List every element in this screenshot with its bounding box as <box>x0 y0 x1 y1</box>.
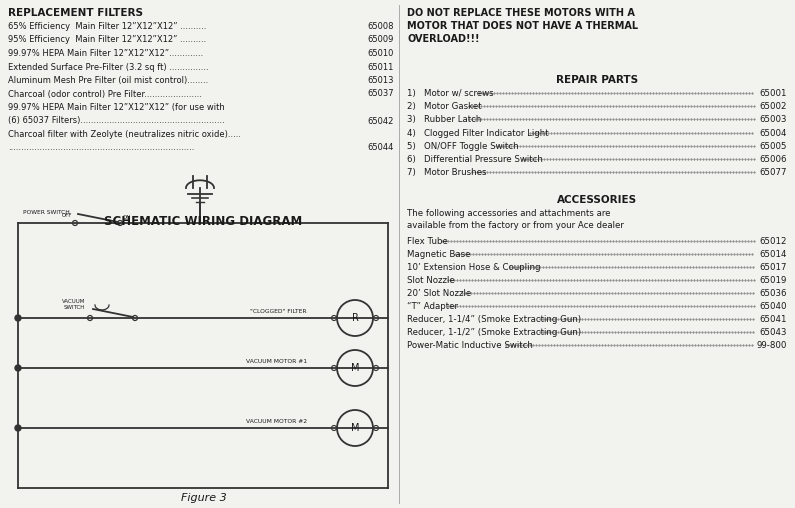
Text: 65017: 65017 <box>759 264 787 272</box>
Circle shape <box>15 365 21 371</box>
Text: 65037: 65037 <box>367 89 394 99</box>
Text: 65040: 65040 <box>759 302 787 311</box>
Text: 7)   Motor Brushes: 7) Motor Brushes <box>407 168 487 177</box>
Text: 65041: 65041 <box>759 315 787 325</box>
Text: M: M <box>351 363 359 373</box>
Circle shape <box>15 425 21 431</box>
Text: VACUUM MOTOR #1: VACUUM MOTOR #1 <box>246 359 307 364</box>
Text: 95% Efficiency  Main Filter 12”X12”X12” ..........: 95% Efficiency Main Filter 12”X12”X12” .… <box>8 36 206 45</box>
Text: 5)   ON/OFF Toggle Switch: 5) ON/OFF Toggle Switch <box>407 142 518 151</box>
Text: ON: ON <box>123 215 131 220</box>
Text: 65011: 65011 <box>368 62 394 72</box>
Text: “T” Adapter: “T” Adapter <box>407 302 458 311</box>
Text: "CLOGGED" FILTER: "CLOGGED" FILTER <box>250 309 307 314</box>
Text: Extended Surface Pre-Filter (3.2 sq ft) ...............: Extended Surface Pre-Filter (3.2 sq ft) … <box>8 62 208 72</box>
Text: M: M <box>351 423 359 433</box>
Text: Figure 3: Figure 3 <box>180 493 227 503</box>
Text: 6)   Differential Pressure Switch: 6) Differential Pressure Switch <box>407 155 543 164</box>
Text: 65077: 65077 <box>759 168 787 177</box>
Text: Slot Nozzle: Slot Nozzle <box>407 276 455 285</box>
Text: Power-Matic Inductive Switch: Power-Matic Inductive Switch <box>407 341 533 351</box>
Text: The following accessories and attachments are
available from the factory or from: The following accessories and attachment… <box>407 209 624 230</box>
Text: R: R <box>351 313 359 323</box>
Text: 2)   Motor Gasket: 2) Motor Gasket <box>407 102 482 111</box>
Text: 10’ Extension Hose & Coupling: 10’ Extension Hose & Coupling <box>407 264 541 272</box>
Text: 65043: 65043 <box>759 328 787 337</box>
Text: 65006: 65006 <box>759 155 787 164</box>
Text: 20’ Slot Nozzle: 20’ Slot Nozzle <box>407 290 471 298</box>
Text: 99.97% HEPA Main Filter 12”X12”X12”.............: 99.97% HEPA Main Filter 12”X12”X12”.....… <box>8 49 204 58</box>
Text: Charcoal (odor control) Pre Filter......................: Charcoal (odor control) Pre Filter......… <box>8 89 202 99</box>
Circle shape <box>15 315 21 321</box>
Text: Reducer, 1-1/4” (Smoke Extracting Gun): Reducer, 1-1/4” (Smoke Extracting Gun) <box>407 315 581 325</box>
Text: Magnetic Base: Magnetic Base <box>407 250 471 260</box>
Text: REPAIR PARTS: REPAIR PARTS <box>556 75 638 85</box>
Text: 99-800: 99-800 <box>757 341 787 351</box>
Text: 65019: 65019 <box>760 276 787 285</box>
Text: .......................................................................: ........................................… <box>8 143 194 152</box>
Text: 99.97% HEPA Main Filter 12”X12”X12” (for use with: 99.97% HEPA Main Filter 12”X12”X12” (for… <box>8 103 225 112</box>
Text: 65014: 65014 <box>759 250 787 260</box>
Text: VACUUM
SWITCH: VACUUM SWITCH <box>62 299 85 310</box>
Text: (6) 65037 Filters).......................................................: (6) 65037 Filters)......................… <box>8 116 225 125</box>
Text: Reducer, 1-1/2” (Smoke Extracting Gun): Reducer, 1-1/2” (Smoke Extracting Gun) <box>407 328 581 337</box>
Text: 65036: 65036 <box>759 290 787 298</box>
Text: 3)   Rubber Latch: 3) Rubber Latch <box>407 115 482 124</box>
Text: 65042: 65042 <box>368 116 394 125</box>
Text: REPLACEMENT FILTERS: REPLACEMENT FILTERS <box>8 8 143 18</box>
Text: 65013: 65013 <box>367 76 394 85</box>
Text: SCHEMATIC WIRING DIAGRAM: SCHEMATIC WIRING DIAGRAM <box>104 215 303 228</box>
Text: 65003: 65003 <box>759 115 787 124</box>
Text: 65004: 65004 <box>759 129 787 138</box>
Text: DO NOT REPLACE THESE MOTORS WITH A
MOTOR THAT DOES NOT HAVE A THERMAL
OVERLOAD!!: DO NOT REPLACE THESE MOTORS WITH A MOTOR… <box>407 8 638 44</box>
Text: ACCESSORIES: ACCESSORIES <box>557 196 637 205</box>
Text: 1)   Motor w/ screws: 1) Motor w/ screws <box>407 89 494 98</box>
Text: POWER SWITCH: POWER SWITCH <box>23 210 70 215</box>
Text: 4)   Clogged Filter Indicator Light: 4) Clogged Filter Indicator Light <box>407 129 549 138</box>
Text: 65009: 65009 <box>368 36 394 45</box>
Text: 65010: 65010 <box>368 49 394 58</box>
Text: Charcoal filter with Zeolyte (neutralizes nitric oxide).....: Charcoal filter with Zeolyte (neutralize… <box>8 130 241 139</box>
Text: 65% Efficiency  Main Filter 12”X12”X12” ..........: 65% Efficiency Main Filter 12”X12”X12” .… <box>8 22 207 31</box>
Text: 65001: 65001 <box>759 89 787 98</box>
Text: 65005: 65005 <box>759 142 787 151</box>
Text: VACUUM MOTOR #2: VACUUM MOTOR #2 <box>246 419 307 424</box>
Text: 65044: 65044 <box>368 143 394 152</box>
Text: Flex Tube: Flex Tube <box>407 237 448 246</box>
Text: OFF: OFF <box>61 213 72 218</box>
Text: Aluminum Mesh Pre Filter (oil mist control)........: Aluminum Mesh Pre Filter (oil mist contr… <box>8 76 208 85</box>
Text: 65012: 65012 <box>759 237 787 246</box>
Text: 65002: 65002 <box>759 102 787 111</box>
Text: 65008: 65008 <box>367 22 394 31</box>
